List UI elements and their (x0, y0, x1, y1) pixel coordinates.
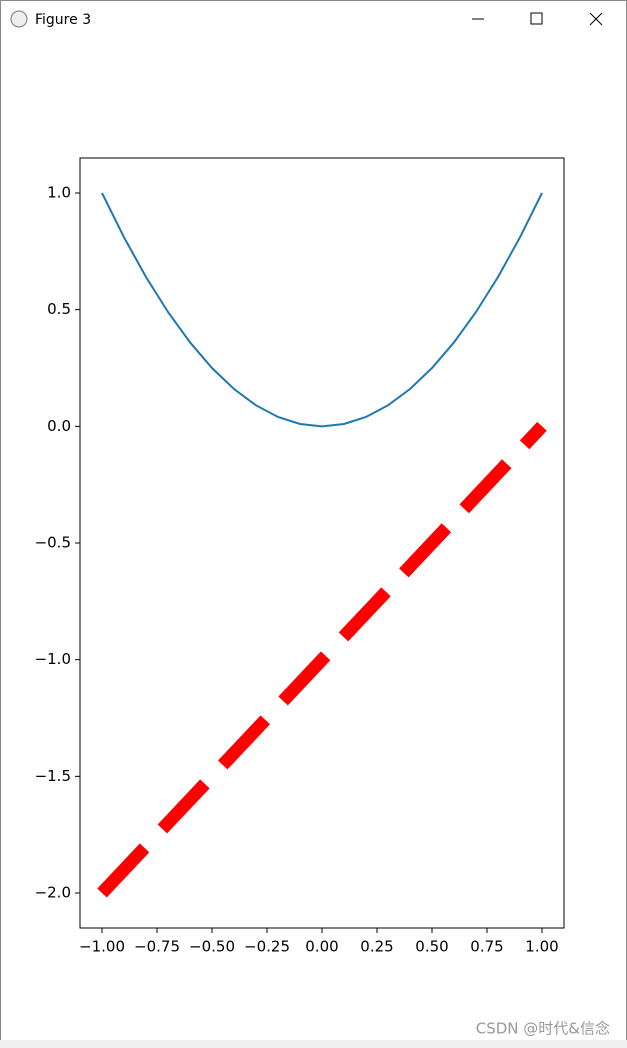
x-tick-label: 1.00 (525, 938, 558, 956)
y-tick-label: −2.0 (35, 884, 71, 902)
maximize-button[interactable] (530, 12, 543, 25)
x-tick-label: 0.50 (415, 938, 448, 956)
watermark: CSDN @时代&信念 (476, 1020, 610, 1038)
window-title: Figure 3 (35, 12, 91, 28)
y-tick-label: −1.0 (35, 650, 71, 668)
line (101, 192, 543, 428)
x-tick-label: 0.25 (360, 938, 393, 956)
window-icon (10, 10, 28, 28)
y-tick-label: −0.5 (35, 534, 71, 552)
toolbar (0, 1040, 627, 1048)
line (97, 421, 547, 898)
y-tick-label: 0.5 (47, 300, 71, 318)
x-tick-label: −0.75 (134, 938, 180, 956)
plot-frame (79, 157, 565, 929)
y-tick-label: 0.0 (47, 417, 71, 435)
x-tick-label: 0.75 (470, 938, 503, 956)
x-tick-label: −0.50 (189, 938, 235, 956)
x-tick-label: −0.25 (244, 938, 290, 956)
close-button[interactable] (589, 12, 603, 26)
x-tick-label: −1.00 (79, 938, 125, 956)
y-tick-label: 1.0 (47, 184, 71, 202)
y-tick-label: −1.5 (35, 767, 71, 785)
x-tick-label: 0.00 (305, 938, 338, 956)
